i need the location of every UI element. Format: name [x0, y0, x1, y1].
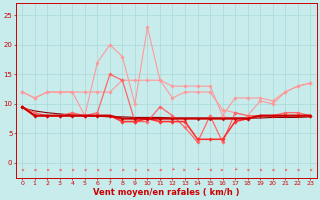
X-axis label: Vent moyen/en rafales ( km/h ): Vent moyen/en rafales ( km/h ): [93, 188, 239, 197]
